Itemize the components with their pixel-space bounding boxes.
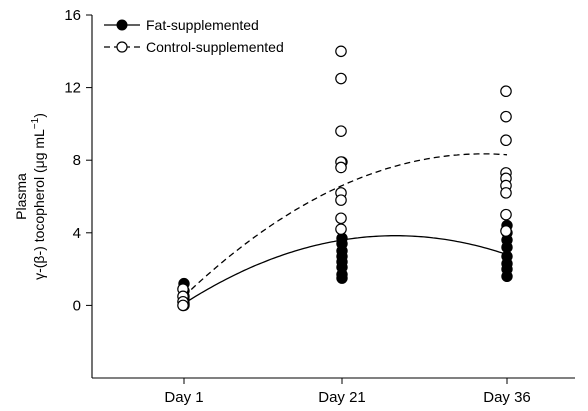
- y-tick-label: 8: [73, 152, 81, 169]
- point-control-supplemented: [335, 194, 347, 206]
- y-axis-label-line2: γ-(β-) tocopherol (μg mL−1): [30, 113, 47, 280]
- y-tick-label: 0: [73, 297, 81, 314]
- y-axis-label-superscript: −1: [30, 117, 41, 129]
- y-tick-label: 12: [64, 80, 81, 97]
- x-ticks: Day 1 Day 21 Day 36: [164, 378, 531, 406]
- point-control-supplemented: [500, 187, 512, 199]
- y-axis-label-main: γ-(β-) tocopherol (μg mL: [31, 129, 47, 280]
- point-control-supplemented: [500, 110, 512, 123]
- legend-label-fat: Fat-supplemented: [146, 17, 259, 33]
- point-control-supplemented: [177, 299, 189, 312]
- y-axis-label-close: ): [31, 113, 47, 118]
- point-control-supplemented: [500, 134, 512, 147]
- point-control-supplemented: [335, 125, 347, 137]
- trend-line-control: [183, 153, 508, 297]
- legend-label-control: Control-supplemented: [146, 39, 284, 55]
- legend-marker-fat: [116, 19, 128, 31]
- point-control-supplemented: [335, 161, 347, 174]
- y-ticks: 0 4 8 12 16: [64, 7, 92, 314]
- point-control-supplemented: [335, 45, 347, 58]
- data-points: [177, 45, 513, 312]
- y-axis-label: Plasma γ-(β-) tocopherol (μg mL−1): [13, 113, 47, 280]
- legend-marker-control: [116, 41, 128, 53]
- x-tick-label: Day 36: [483, 389, 531, 406]
- axes: [91, 15, 575, 379]
- x-tick-label: Day 21: [318, 389, 366, 406]
- x-tick-label: Day 1: [164, 389, 203, 406]
- y-tick-label: 16: [64, 7, 81, 24]
- y-axis-label-line1: Plasma: [13, 173, 29, 220]
- y-tick-label: 4: [73, 225, 81, 242]
- point-control-supplemented: [335, 212, 347, 225]
- point-control-supplemented: [500, 85, 512, 98]
- point-fat-supplemented: [336, 272, 348, 284]
- point-fat-supplemented: [501, 270, 513, 283]
- point-control-supplemented: [335, 72, 347, 85]
- point-control-supplemented: [500, 225, 512, 237]
- point-control-supplemented: [335, 223, 347, 235]
- point-control-supplemented: [500, 208, 512, 221]
- legend: Fat-supplemented Control-supplemented: [104, 17, 284, 55]
